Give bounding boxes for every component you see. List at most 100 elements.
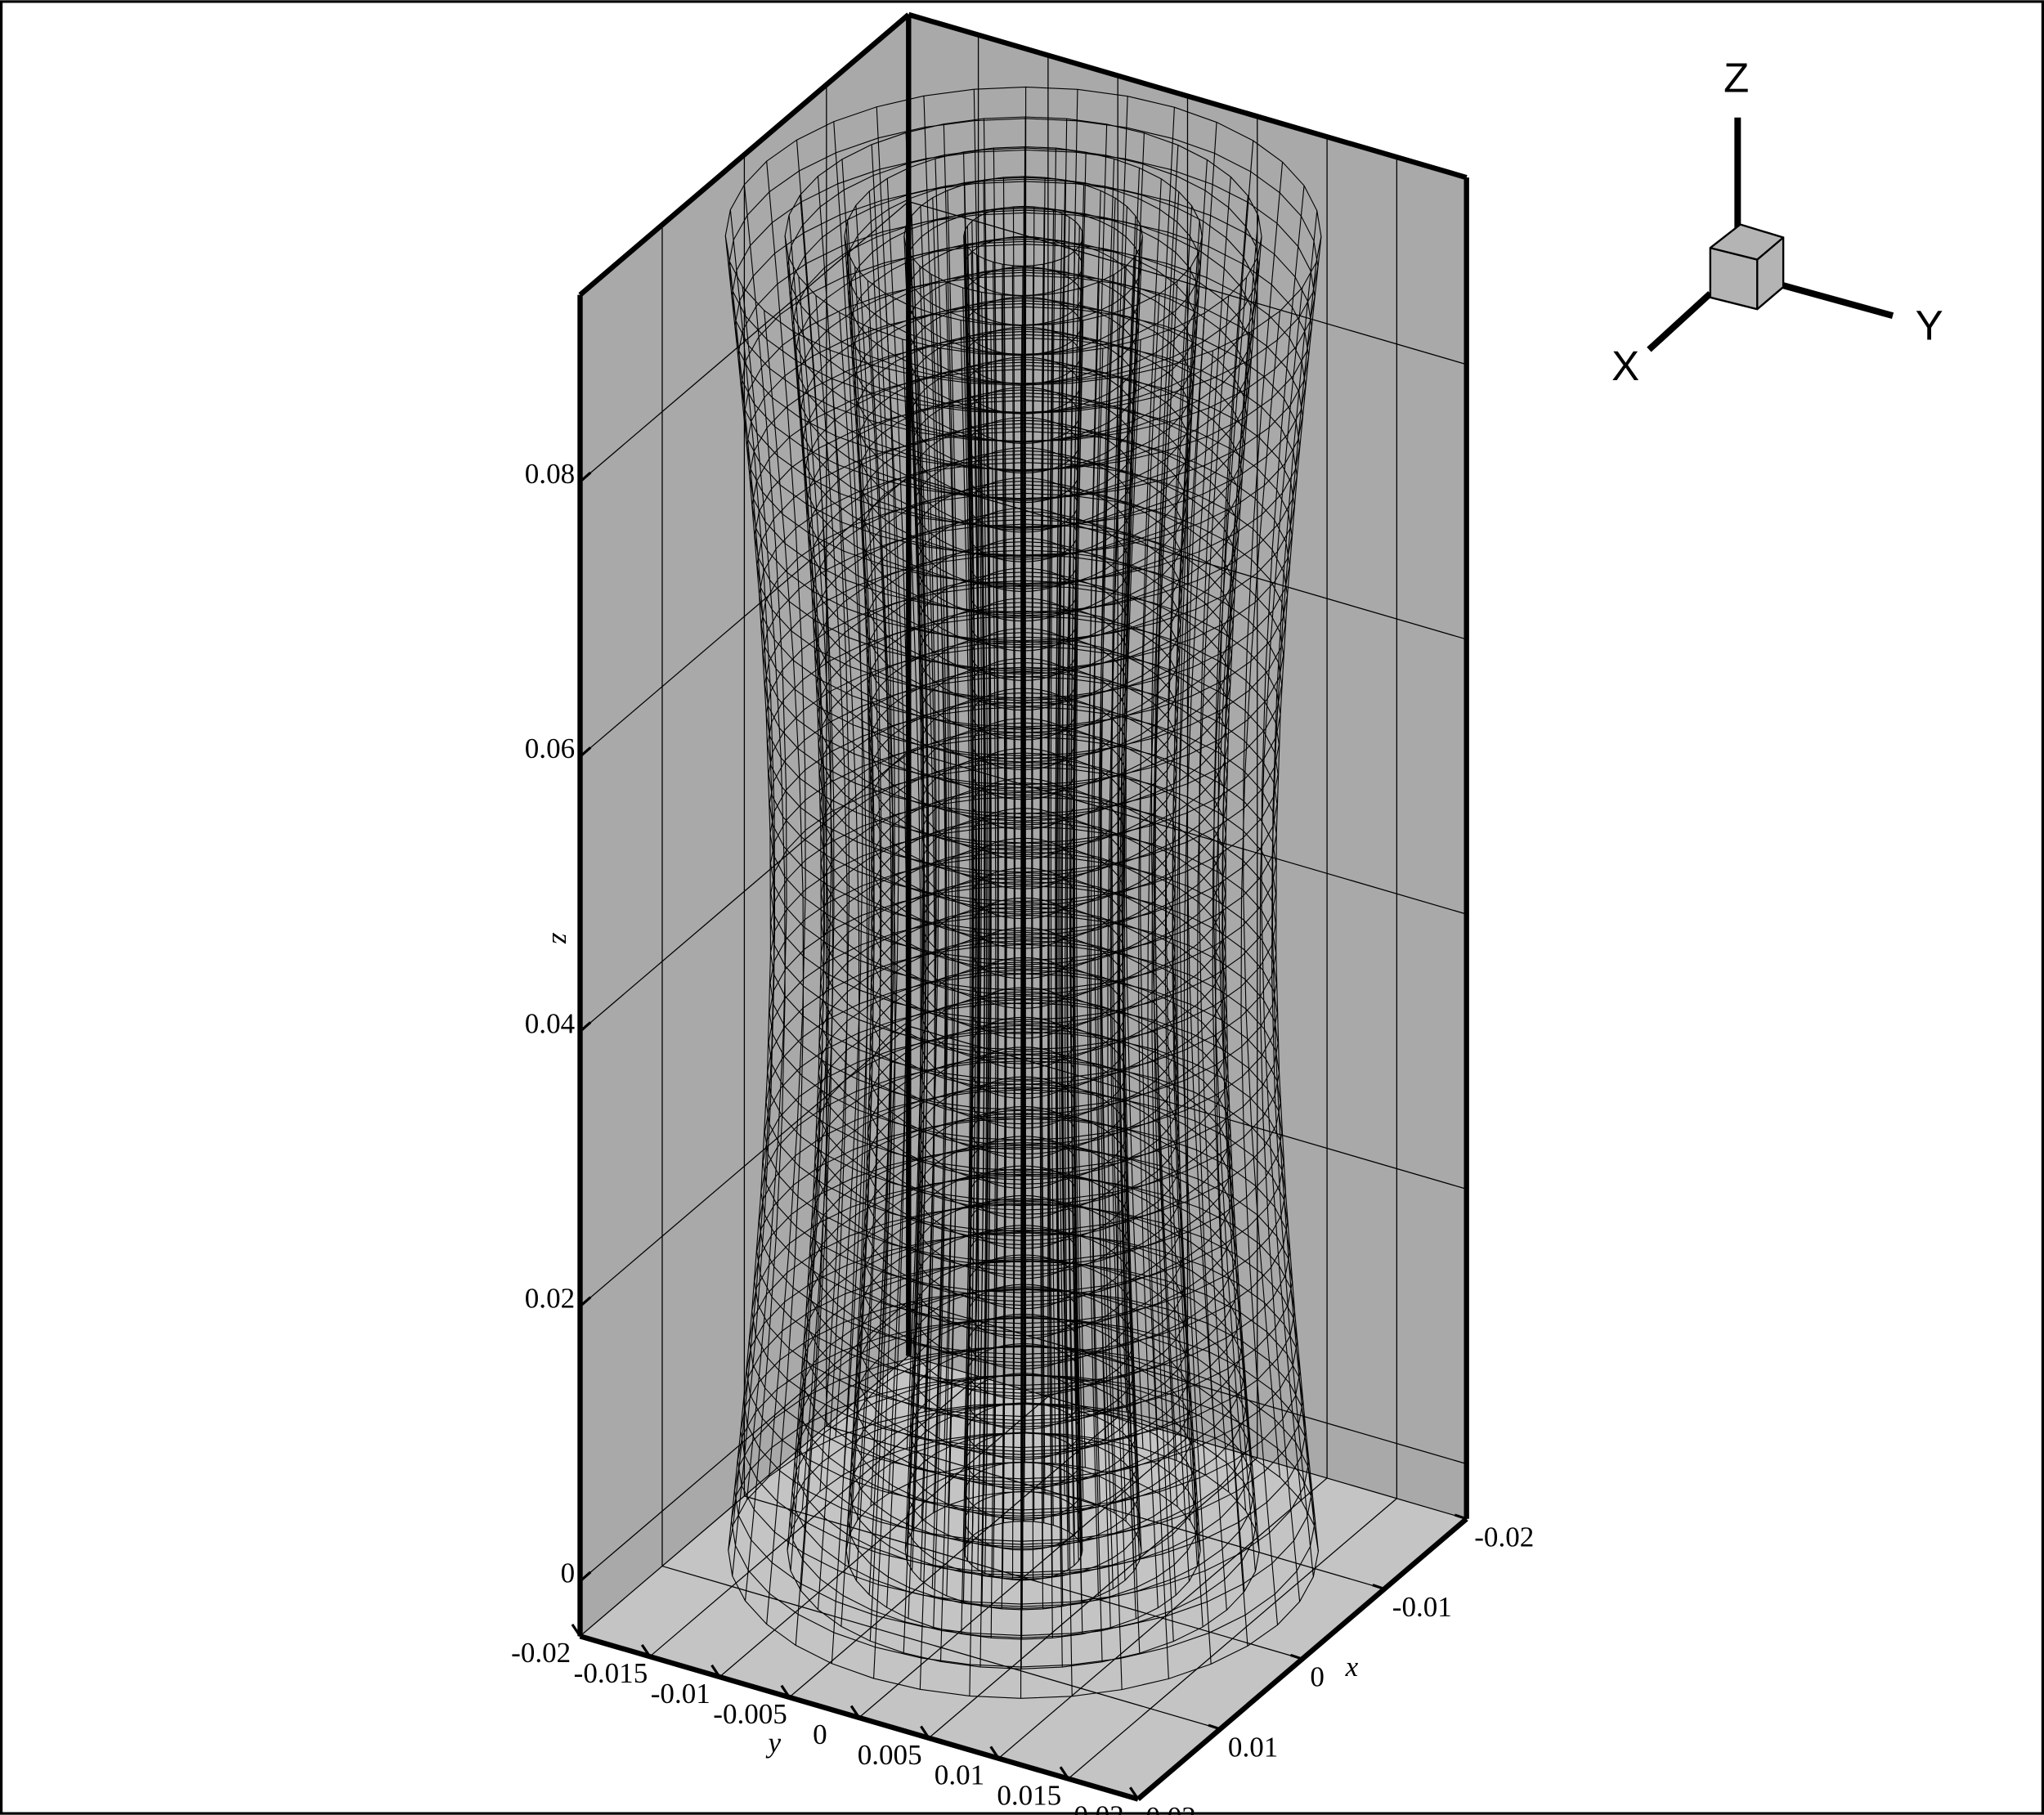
mesh-line bbox=[742, 286, 786, 1602]
y-tick bbox=[710, 1664, 721, 1678]
mesh-line bbox=[798, 276, 834, 1591]
mesh-line bbox=[1002, 264, 1006, 1579]
mesh-line bbox=[1164, 267, 1191, 1582]
mesh-line bbox=[788, 215, 826, 1530]
mesh-line bbox=[815, 295, 848, 1610]
y-tick-label: 0.005 bbox=[858, 1739, 922, 1771]
mesh-line bbox=[800, 195, 835, 1510]
mesh-line bbox=[1070, 226, 1080, 1541]
triad-x-label: X bbox=[1611, 343, 1639, 389]
mesh-line bbox=[1138, 294, 1160, 1608]
mesh-line bbox=[787, 256, 825, 1571]
mesh-line bbox=[846, 251, 875, 1566]
mesh-line bbox=[724, 235, 772, 1551]
mesh-line bbox=[1225, 236, 1262, 1552]
mesh-line bbox=[1075, 152, 1087, 1468]
box-edge bbox=[908, 11, 1468, 181]
mesh-line bbox=[1031, 265, 1034, 1580]
y-tick bbox=[571, 1624, 581, 1638]
mesh-line bbox=[1240, 311, 1281, 1625]
mesh-line bbox=[1100, 198, 1116, 1513]
mesh-line bbox=[1261, 185, 1305, 1501]
mesh-line bbox=[930, 274, 946, 1589]
mesh-line bbox=[935, 159, 949, 1474]
mesh-line bbox=[993, 210, 999, 1526]
x-tick bbox=[1372, 1584, 1385, 1590]
mesh-line bbox=[910, 256, 929, 1571]
y-tick bbox=[1059, 1766, 1069, 1780]
mesh-line bbox=[1243, 162, 1284, 1477]
mesh-line bbox=[1178, 159, 1208, 1476]
y-tick bbox=[849, 1705, 861, 1719]
triad-x-axis bbox=[1647, 291, 1713, 352]
mesh-line bbox=[1118, 216, 1136, 1531]
mesh-line bbox=[920, 206, 937, 1521]
mesh-line bbox=[1011, 265, 1015, 1580]
mesh-line bbox=[1174, 236, 1203, 1552]
mesh-line bbox=[1213, 195, 1248, 1511]
z-tick bbox=[579, 746, 592, 758]
y-tick-label: -0.015 bbox=[574, 1657, 648, 1689]
mesh-line bbox=[1012, 207, 1015, 1522]
mesh-line bbox=[970, 251, 980, 1566]
y-tick-label: -0.01 bbox=[651, 1678, 710, 1710]
box-edge bbox=[578, 12, 911, 298]
mesh-line bbox=[1002, 208, 1007, 1523]
y-tick bbox=[1129, 1786, 1140, 1800]
mesh-line bbox=[1154, 145, 1179, 1461]
z-tick-label: 0.04 bbox=[525, 1007, 575, 1039]
mesh-line bbox=[1172, 221, 1200, 1536]
z-tick bbox=[579, 1296, 592, 1308]
x-tick-label: -0.02 bbox=[1474, 1521, 1534, 1553]
mesh-line bbox=[984, 258, 991, 1574]
mesh-line bbox=[1154, 191, 1180, 1507]
mesh-line bbox=[1050, 148, 1057, 1464]
x-tick-label: 0 bbox=[1310, 1661, 1325, 1693]
mesh-line bbox=[1109, 266, 1127, 1581]
mesh-line bbox=[1150, 107, 1175, 1423]
box-edge bbox=[579, 1634, 1139, 1802]
mesh-line bbox=[1259, 287, 1303, 1602]
y-tick-label: 0.02 bbox=[1074, 1800, 1123, 1815]
mesh-line bbox=[743, 184, 787, 1500]
y-tick-label: 0.01 bbox=[935, 1759, 984, 1791]
x-tick-label: -0.01 bbox=[1392, 1591, 1452, 1623]
mesh-line bbox=[1110, 206, 1127, 1521]
x-tick bbox=[1208, 1723, 1221, 1731]
z-tick bbox=[579, 471, 592, 483]
mesh-line bbox=[817, 176, 849, 1492]
mesh-line bbox=[854, 267, 881, 1581]
mesh-line bbox=[867, 280, 892, 1595]
mesh-line bbox=[1215, 332, 1251, 1647]
mesh-line bbox=[1001, 294, 1006, 1609]
mesh-line bbox=[1048, 210, 1055, 1526]
mesh-line bbox=[1140, 178, 1162, 1495]
mesh-line bbox=[868, 190, 894, 1507]
mesh-line bbox=[1123, 236, 1143, 1552]
mesh-line bbox=[1073, 236, 1084, 1551]
mesh-line bbox=[1221, 215, 1259, 1531]
mesh-line bbox=[1117, 257, 1136, 1571]
mesh-line bbox=[932, 197, 948, 1513]
y-tick-label: 0.015 bbox=[997, 1780, 1061, 1812]
mesh-line bbox=[976, 255, 985, 1570]
mesh-line bbox=[963, 235, 974, 1551]
z-tick-label: 0.02 bbox=[525, 1282, 575, 1314]
mesh-line bbox=[1199, 177, 1231, 1492]
mesh-line bbox=[966, 246, 976, 1561]
mesh-line bbox=[1197, 296, 1230, 1611]
y-tick-label: -0.02 bbox=[511, 1637, 571, 1669]
x-tick bbox=[1289, 1653, 1303, 1660]
mesh-line bbox=[784, 235, 822, 1551]
mesh-line bbox=[1093, 123, 1108, 1441]
mesh-line bbox=[729, 209, 776, 1525]
mesh-line bbox=[1165, 205, 1193, 1521]
y-tick bbox=[780, 1684, 791, 1698]
mesh-line bbox=[1153, 280, 1178, 1596]
mesh-line bbox=[964, 241, 975, 1556]
y-tick bbox=[920, 1725, 930, 1739]
mesh-line bbox=[1032, 207, 1035, 1522]
mesh-line bbox=[1039, 264, 1044, 1579]
mesh-line bbox=[1090, 348, 1104, 1662]
